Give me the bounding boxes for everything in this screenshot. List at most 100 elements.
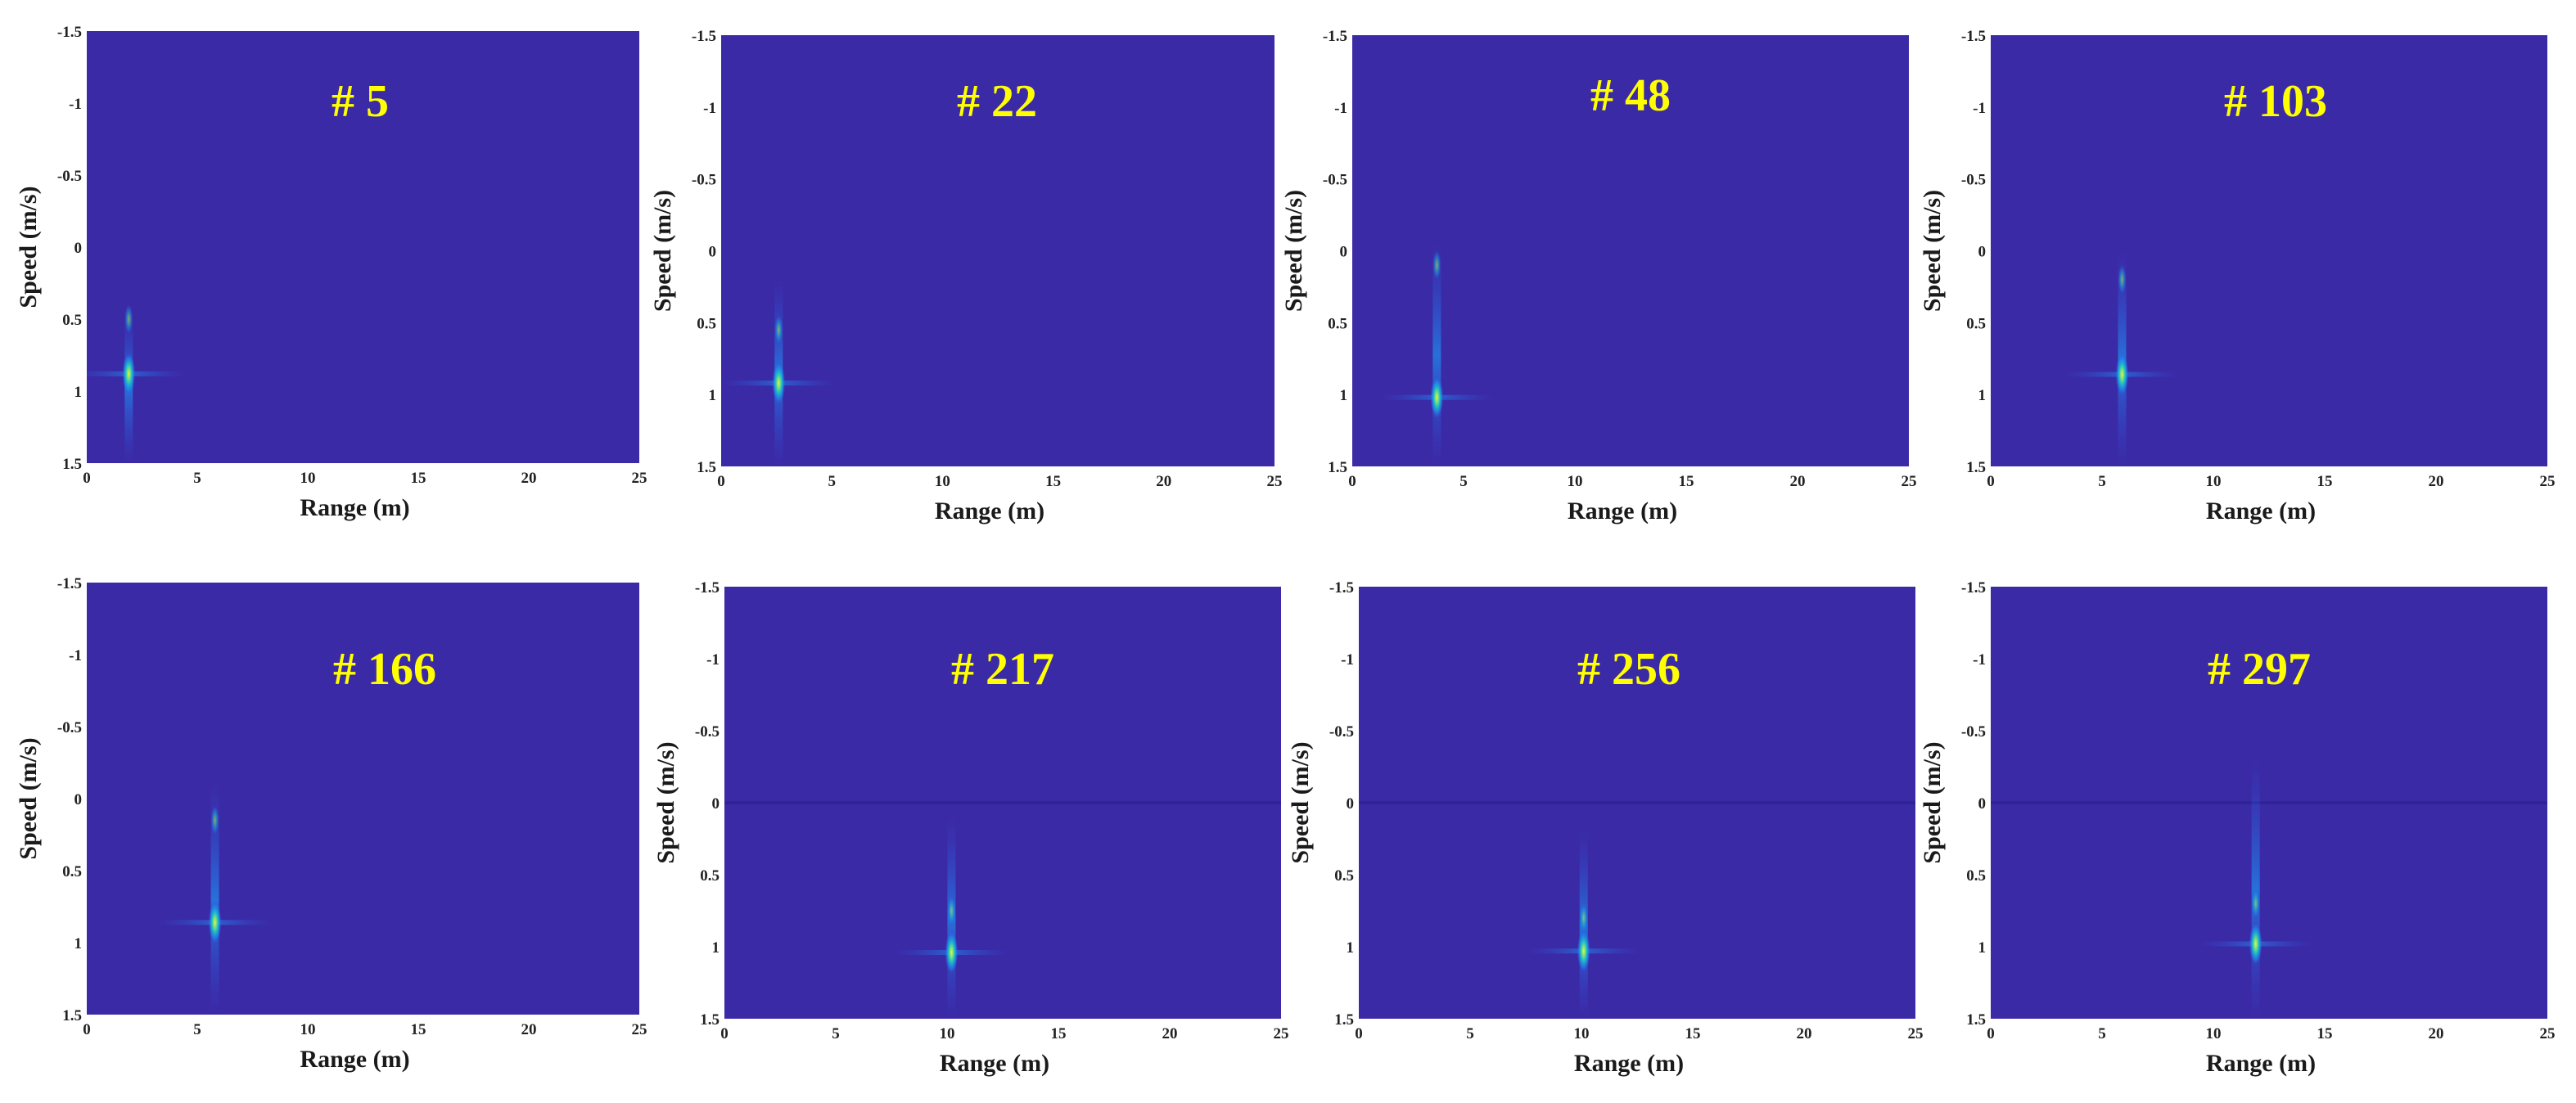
target-peak (945, 931, 959, 975)
frame-number-label: # 5 (332, 76, 389, 127)
zero-speed-line (1359, 801, 1915, 804)
y-tick-label: 0 (1347, 795, 1355, 813)
x-tick-label: 5 (193, 470, 201, 487)
y-tick-label: 1.5 (62, 456, 82, 473)
y-axis-label: Speed (m/s) (15, 737, 42, 859)
y-tick-label: 1.5 (1966, 459, 1986, 476)
y-tick-label: 1.5 (700, 1011, 720, 1029)
x-tick-label: 0 (717, 473, 725, 490)
y-tick-label: -0.5 (1961, 172, 1986, 189)
x-axis-label: Range (m) (300, 494, 409, 521)
x-tick-label: 10 (300, 1021, 316, 1038)
x-tick-label: 20 (521, 470, 537, 487)
x-tick-label: 0 (1355, 1025, 1363, 1042)
y-tick-label: 1 (1340, 387, 1348, 404)
x-axis-label: Range (m) (935, 497, 1044, 524)
frame-number-label: # 22 (957, 76, 1037, 127)
x-tick-label: 20 (2429, 1025, 2444, 1042)
x-tick-label: 10 (935, 473, 950, 490)
y-tick-label: -0.5 (1961, 723, 1986, 741)
y-tick-label: 0.5 (62, 312, 82, 329)
y-tick-label: -1.5 (1323, 28, 1347, 45)
y-tick-label: 1 (712, 939, 720, 957)
y-tick-label: 1.5 (62, 1007, 82, 1024)
y-axis-label: Speed (m/s) (15, 186, 42, 308)
x-tick-label: 5 (1459, 473, 1468, 490)
y-axis-label: Speed (m/s) (652, 741, 679, 863)
x-tick-label: 15 (1051, 1025, 1067, 1042)
y-tick-label: -0.5 (1323, 172, 1347, 189)
x-tick-label: 15 (2317, 473, 2333, 490)
y-tick-label: 1 (709, 387, 717, 404)
y-tick-label: 1.5 (1966, 1011, 1986, 1029)
y-tick-label: 1 (1978, 939, 1987, 957)
x-tick-label: 5 (2098, 1025, 2106, 1042)
x-axis-label: Range (m) (300, 1046, 409, 1073)
x-tick-label: 0 (1987, 473, 1995, 490)
secondary-echo (774, 315, 783, 345)
y-tick-label: -1.5 (1329, 579, 1354, 597)
target-peak (2115, 353, 2129, 396)
y-tick-label: 0 (712, 795, 720, 813)
y-tick-label: -1 (1973, 100, 1986, 117)
y-tick-label: 0.5 (1966, 867, 1986, 885)
x-tick-label: 25 (632, 470, 647, 487)
y-tick-label: 0.5 (1966, 315, 1986, 332)
frame-number-label: # 217 (951, 644, 1054, 695)
x-tick-label: 5 (193, 1021, 201, 1038)
x-axis-label: Range (m) (2206, 497, 2316, 524)
x-tick-label: 25 (632, 1021, 647, 1038)
x-tick-label: 25 (2540, 473, 2556, 490)
y-tick-label: 0 (1340, 244, 1348, 261)
range-sidelobe (87, 371, 187, 376)
target-peak (208, 901, 222, 944)
secondary-echo (1579, 903, 1588, 933)
y-tick-label: 0.5 (697, 315, 716, 332)
y-tick-label: -1.5 (57, 575, 82, 592)
x-axis-label: Range (m) (2206, 1050, 2316, 1077)
x-tick-label: 0 (1987, 1025, 1995, 1042)
x-tick-label: 25 (2540, 1025, 2556, 1042)
y-tick-label: 1.5 (1334, 1011, 1354, 1029)
y-tick-label: 0.5 (1334, 867, 1354, 885)
y-tick-label: -1.5 (57, 24, 82, 41)
x-tick-label: 0 (83, 1021, 91, 1038)
secondary-echo (124, 304, 133, 334)
x-tick-label: 10 (940, 1025, 955, 1042)
x-tick-label: 0 (83, 470, 91, 487)
secondary-echo (210, 805, 219, 835)
x-tick-label: 15 (411, 1021, 426, 1038)
frame-number-label: # 103 (2224, 76, 2327, 127)
target-peak (122, 352, 136, 395)
x-tick-label: 5 (2098, 473, 2106, 490)
x-tick-label: 15 (1685, 1025, 1701, 1042)
y-tick-label: 0.5 (62, 863, 82, 880)
x-tick-label: 0 (1348, 473, 1356, 490)
y-tick-label: -1 (1334, 100, 1347, 117)
y-tick-label: 0 (74, 240, 83, 257)
y-tick-label: 1 (74, 384, 83, 401)
y-tick-label: 0 (1978, 795, 1987, 813)
y-tick-label: -0.5 (57, 168, 82, 185)
y-tick-label: 0 (709, 244, 717, 261)
x-tick-label: 20 (1156, 473, 1171, 490)
y-tick-label: -1.5 (695, 579, 720, 597)
x-tick-label: 20 (1797, 1025, 1812, 1042)
y-tick-label: -0.5 (695, 723, 720, 741)
y-tick-label: -1 (1341, 651, 1354, 669)
x-tick-label: 0 (720, 1025, 729, 1042)
y-tick-label: -1 (703, 100, 716, 117)
x-tick-label: 10 (2206, 473, 2222, 490)
x-tick-label: 5 (828, 473, 836, 490)
y-tick-label: -1 (706, 651, 720, 669)
x-tick-label: 5 (1466, 1025, 1474, 1042)
x-axis-label: Range (m) (940, 1050, 1049, 1077)
plot-area (1991, 35, 2547, 466)
x-axis-label: Range (m) (1568, 497, 1677, 524)
x-axis-label: Range (m) (1574, 1050, 1684, 1077)
plot-area (87, 31, 639, 463)
